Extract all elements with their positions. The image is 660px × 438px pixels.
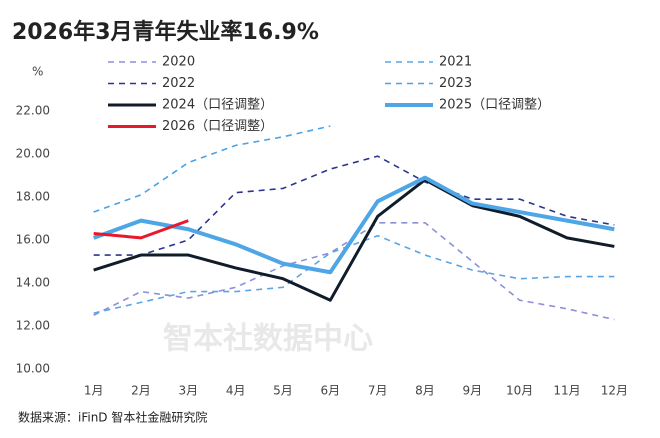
- series-line: [92, 175, 615, 275]
- x-tick-label: 11月: [553, 384, 580, 398]
- x-tick-label: 5月: [273, 384, 293, 398]
- legend-label: 2024（口径调整）: [162, 98, 273, 113]
- y-tick-label: 10.00: [16, 362, 50, 376]
- legend-label: 2026（口径调整）: [162, 119, 273, 134]
- series-line: [93, 178, 615, 302]
- x-tick-label: 7月: [368, 384, 388, 398]
- x-tick-label: 8月: [415, 384, 435, 398]
- source: 数据来源：iFinD 智本社金融研究院: [18, 410, 207, 425]
- x-tick-label: 3月: [179, 384, 199, 398]
- x-tick-label: 10月: [506, 384, 533, 398]
- x-tick-label: 9月: [463, 384, 483, 398]
- series-line: [93, 219, 189, 240]
- y-tick-label: 20.00: [16, 147, 50, 161]
- legend-label: 2025（口径调整）: [439, 98, 550, 113]
- x-tick-label: 4月: [226, 384, 246, 398]
- x-tick-label: 6月: [321, 384, 341, 398]
- chart-title: 2026年3月青年失业率16.9%: [12, 19, 319, 45]
- series-line: [93, 155, 615, 256]
- y-tick-label: 14.00: [16, 276, 50, 290]
- x-tick-label: 12月: [601, 384, 628, 398]
- x-tick-label: 1月: [84, 384, 104, 398]
- legend-label: 2023: [439, 76, 472, 91]
- series-line: [93, 234, 615, 314]
- y-unit: %: [32, 65, 43, 79]
- y-tick-label: 12.00: [16, 319, 50, 333]
- x-tick-label: 2月: [131, 384, 151, 398]
- legend-label: 2021: [439, 55, 472, 70]
- legend-label: 2022: [162, 76, 195, 91]
- legend-label: 2020: [162, 55, 195, 70]
- watermark: 智本社数据中心: [163, 322, 373, 357]
- series-line: [93, 125, 331, 213]
- y-tick-label: 22.00: [16, 104, 50, 118]
- y-tick-label: 18.00: [16, 190, 50, 204]
- y-tick-label: 16.00: [16, 233, 50, 247]
